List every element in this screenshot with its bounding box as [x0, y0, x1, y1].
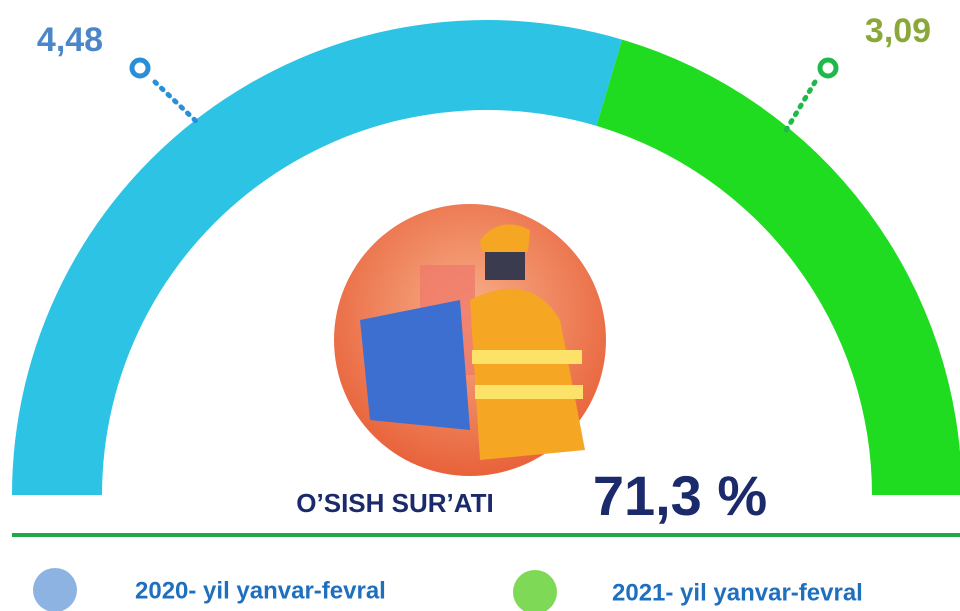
illustration	[334, 204, 606, 476]
label-pin	[132, 60, 148, 76]
growth-label: O’SISH SUR’ATI	[296, 488, 493, 518]
legend-marker	[513, 570, 557, 611]
label-pin	[820, 60, 836, 76]
leader	[155, 82, 200, 125]
legend-marker	[33, 568, 77, 611]
value-label: 4,48	[37, 21, 103, 59]
legend-label: 2020- yil yanvar-fevral	[135, 577, 386, 604]
arc-segment	[597, 40, 960, 495]
growth-value: 71,3 %	[593, 464, 767, 527]
value-label: 3,09	[865, 12, 931, 50]
leader	[785, 82, 815, 132]
chart: O’SISH SUR’ATI 71,3 % 2020- yil yanvar-f…	[0, 0, 960, 611]
legend-label: 2021- yil yanvar-fevral	[612, 579, 863, 606]
